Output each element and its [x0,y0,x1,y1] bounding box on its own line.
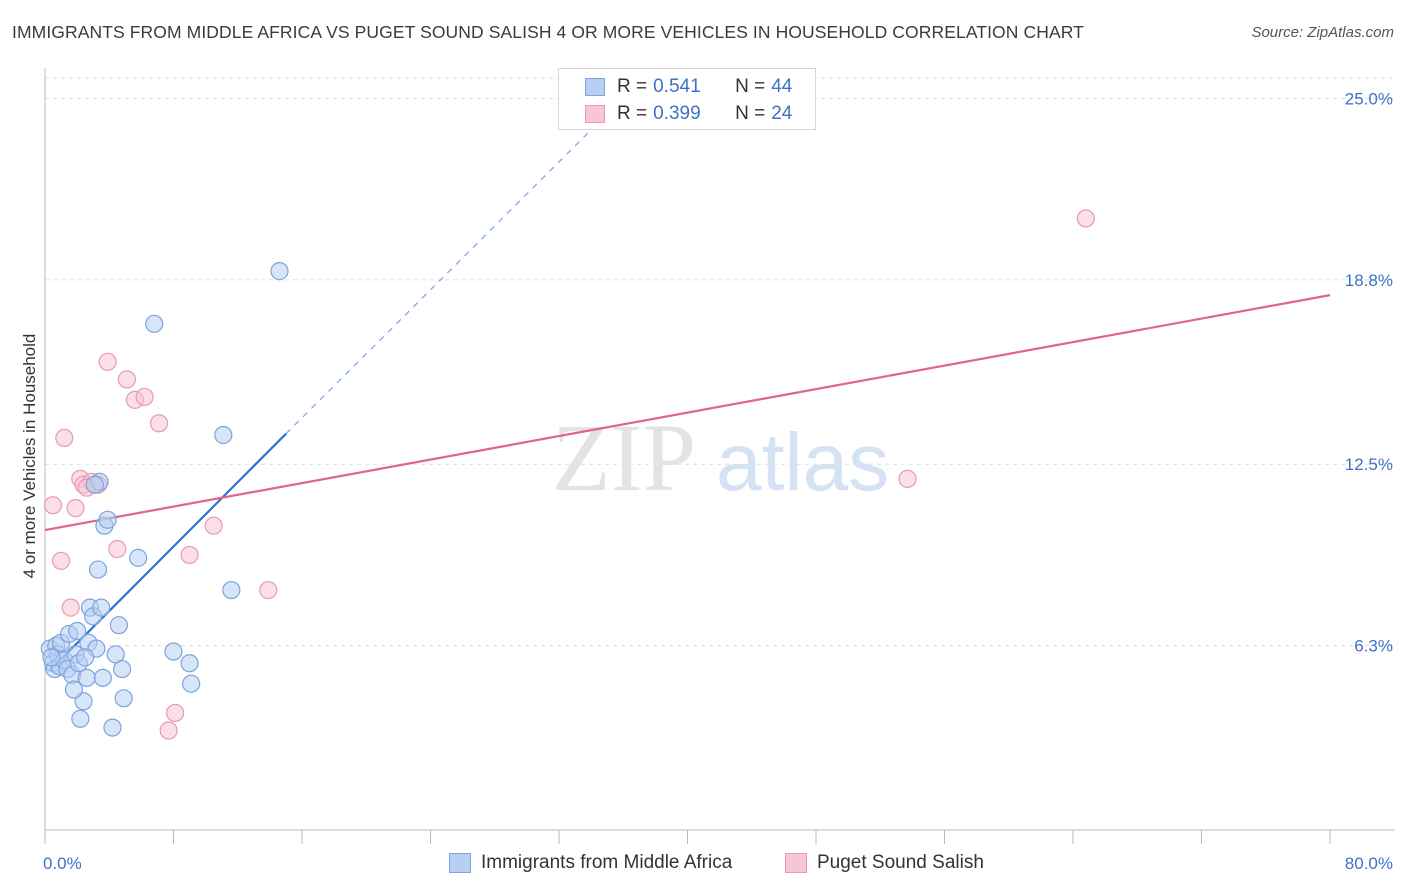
data-point-middle-africa [109,616,128,635]
watermark: ZIP atlas [552,404,889,511]
data-point-middle-africa [68,621,87,641]
gridlines [45,77,1395,647]
data-point-puget-sound-salish [43,496,63,515]
y-tick-labels: 6.3% 12.5% 18.8% 25.0% [1345,89,1393,655]
data-point-puget-sound-salish [149,414,169,433]
data-point-puget-sound-salish [61,598,80,617]
trendline-blue-extension [285,121,600,435]
data-point-middle-africa [270,262,289,281]
data-point-middle-africa [180,654,199,673]
data-point-puget-sound-salish [898,469,917,488]
data-point-puget-sound-salish [98,352,117,371]
data-point-middle-africa [164,642,183,661]
data-point-middle-africa [222,580,241,600]
legend-swatch-blue [585,78,605,96]
data-points [40,209,1095,740]
data-point-middle-africa [74,692,93,711]
data-point-puget-sound-salish [108,539,127,559]
data-point-middle-africa [71,709,90,728]
y-tick-label: 6.3% [1354,637,1393,656]
legend-n-label: N = [735,76,766,97]
trendline-blue [49,433,287,672]
data-point-middle-africa [214,425,233,445]
data-point-puget-sound-salish [259,580,278,600]
legend-swatch-pink [585,105,605,123]
data-point-puget-sound-salish [166,703,185,723]
data-point-middle-africa [42,648,61,667]
series-legend-item-blue: Immigrants from Middle Africa [449,852,732,874]
watermark-atlas: atlas [716,417,889,508]
legend-row-pink: R = 0.399 N = 24 [585,102,792,126]
legend-r-label: R = [617,103,648,124]
chart-title: IMMIGRANTS FROM MIDDLE AFRICA VS PUGET S… [12,22,1084,42]
axes [44,68,1395,844]
data-point-middle-africa [76,648,95,667]
legend-n-value: 24 [771,103,793,124]
data-point-puget-sound-salish [159,721,178,740]
series-swatch-pink [785,853,807,873]
data-point-middle-africa [93,668,112,687]
legend-r-value: 0.399 [653,103,701,124]
data-point-middle-africa [114,689,133,708]
data-point-middle-africa [85,475,104,494]
x-tick-labels: 0.0% 80.0% [43,854,1393,873]
data-point-puget-sound-salish [55,428,74,448]
legend-r-value: 0.541 [653,76,701,97]
data-point-middle-africa [103,718,122,737]
watermark-zip: ZIP [552,404,696,511]
y-tick-label: 25.0% [1345,89,1393,108]
data-point-middle-africa [92,598,111,617]
source-label: Source: ZipAtlas.com [1251,24,1394,41]
legend-r-label: R = [617,76,648,97]
data-point-middle-africa [182,674,201,693]
x-tick-label: 80.0% [1345,854,1393,873]
y-axis-label: 4 or more Vehicles in Household [20,334,39,579]
data-point-puget-sound-salish [51,551,71,570]
series-legend-item-pink: Puget Sound Salish [785,852,984,874]
data-point-middle-africa [64,680,84,699]
legend-n-label: N = [735,103,766,124]
x-tick-label: 0.0% [43,854,82,873]
data-point-middle-africa [129,548,148,567]
legend-n-value: 44 [771,76,793,97]
data-point-middle-africa [145,314,164,333]
series-name-pink: Puget Sound Salish [817,852,984,873]
data-point-puget-sound-salish [180,545,199,565]
series-name-blue: Immigrants from Middle Africa [481,852,733,873]
trendline-pink [44,294,1331,532]
data-point-puget-sound-salish [1076,209,1095,228]
data-point-puget-sound-salish [66,499,85,518]
y-tick-label: 12.5% [1345,455,1393,474]
series-swatch-blue [449,853,471,873]
data-point-puget-sound-salish [204,516,223,535]
data-point-puget-sound-salish [117,370,137,389]
y-tick-label: 18.8% [1345,271,1393,290]
legend-row-blue: R = 0.541 N = 44 [585,75,792,99]
data-point-middle-africa [88,560,108,579]
trendlines [44,121,1331,672]
series-legend: Immigrants from Middle Africa Puget Soun… [0,852,1406,878]
data-point-middle-africa [112,659,132,679]
correlation-legend: R = 0.541 N = 44 R = 0.399 N = 24 [558,68,816,130]
data-point-middle-africa [98,510,117,529]
data-point-puget-sound-salish [135,387,154,407]
